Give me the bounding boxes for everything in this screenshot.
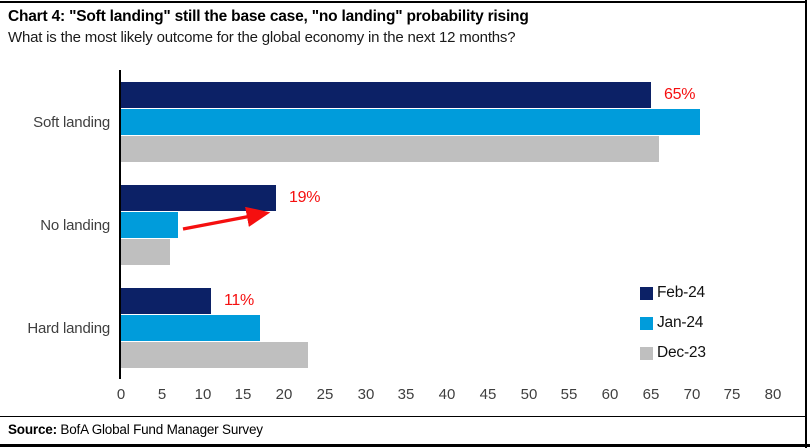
x-tick-65: 65 — [642, 386, 660, 403]
legend-label: Dec-23 — [657, 344, 706, 361]
bar-jan-24-no-landing — [121, 212, 178, 238]
x-tick-70: 70 — [683, 386, 701, 403]
bar-feb-24-no-landing — [121, 185, 276, 211]
chart-subtitle: What is the most likely outcome for the … — [8, 29, 516, 46]
source-text: BofA Global Fund Manager Survey — [56, 422, 263, 437]
value-label-hard-landing: 11% — [224, 292, 254, 309]
x-tick-20: 20 — [275, 386, 293, 403]
trend-arrow-icon — [182, 206, 271, 231]
legend-swatch-icon — [640, 346, 653, 360]
x-tick-5: 5 — [157, 386, 167, 403]
x-tick-60: 60 — [601, 386, 619, 403]
x-tick-45: 45 — [479, 386, 497, 403]
bar-jan-24-hard-landing — [121, 315, 260, 341]
legend-label: Feb-24 — [657, 284, 705, 301]
x-tick-55: 55 — [560, 386, 578, 403]
x-tick-35: 35 — [397, 386, 415, 403]
bar-jan-24-soft-landing — [121, 109, 700, 135]
x-tick-80: 80 — [764, 386, 782, 403]
source-label: Source: — [8, 422, 57, 437]
x-tick-25: 25 — [316, 386, 334, 403]
top-border-line — [0, 1, 806, 3]
legend-swatch-icon — [640, 286, 653, 300]
x-tick-15: 15 — [234, 386, 252, 403]
legend-item-dec-23: Dec-23 — [640, 338, 706, 368]
category-label-soft-landing: Soft landing — [33, 113, 110, 131]
bar-feb-24-soft-landing — [121, 82, 651, 108]
value-label-soft-landing: 65% — [664, 86, 696, 103]
category-label-no-landing: No landing — [40, 216, 110, 234]
value-label-no-landing: 19% — [289, 189, 321, 206]
right-border-line — [805, 0, 807, 448]
source-line: Source: BofA Global Fund Manager Survey — [8, 422, 263, 437]
legend-item-jan-24: Jan-24 — [640, 308, 706, 338]
x-tick-30: 30 — [357, 386, 375, 403]
x-tick-40: 40 — [438, 386, 456, 403]
legend-label: Jan-24 — [657, 314, 704, 331]
source-divider-line — [0, 416, 806, 417]
legend: Feb-24 Jan-24 Dec-23 — [640, 278, 706, 368]
bar-feb-24-hard-landing — [121, 288, 211, 314]
x-tick-10: 10 — [194, 386, 212, 403]
bar-dec-23-no-landing — [121, 239, 170, 265]
bottom-border-line — [0, 444, 810, 447]
bar-plot-area — [121, 70, 773, 379]
chart-title: Chart 4: "Soft landing" still the base c… — [8, 8, 529, 25]
y-axis-line — [119, 70, 121, 379]
bar-dec-23-soft-landing — [121, 136, 659, 162]
legend-swatch-icon — [640, 316, 653, 330]
bar-dec-23-hard-landing — [121, 342, 308, 368]
x-tick-0: 0 — [116, 386, 126, 403]
category-label-hard-landing: Hard landing — [27, 319, 110, 337]
x-tick-75: 75 — [723, 386, 741, 403]
x-tick-50: 50 — [520, 386, 538, 403]
legend-item-feb-24: Feb-24 — [640, 278, 706, 308]
